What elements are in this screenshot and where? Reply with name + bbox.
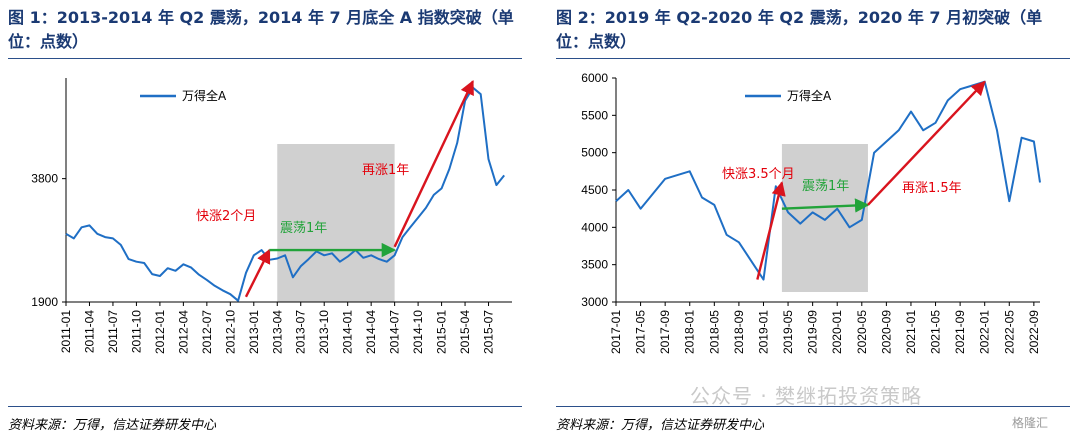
x-tick-label: 2013-04 bbox=[270, 310, 284, 354]
x-tick-label: 2011-01 bbox=[59, 310, 73, 353]
x-tick-label: 2019-09 bbox=[806, 310, 820, 354]
y-tick-label: 6000 bbox=[581, 71, 608, 85]
x-tick-label: 2014-01 bbox=[341, 310, 355, 354]
annotation-label: 快涨2个月 bbox=[196, 209, 256, 224]
x-tick-label: 2021-09 bbox=[953, 310, 967, 354]
x-tick-label: 2020-05 bbox=[855, 310, 869, 354]
x-tick-label: 2013-10 bbox=[317, 310, 331, 354]
annotation-label: 再涨1.5年 bbox=[902, 181, 962, 196]
x-tick-label: 2019-05 bbox=[781, 310, 795, 354]
x-tick-label: 2018-01 bbox=[683, 310, 697, 354]
x-tick-label: 2012-07 bbox=[200, 310, 214, 354]
chart-2-title: 图 2：2019 年 Q2-2020 年 Q2 震荡，2020 年 7 月初突破… bbox=[556, 8, 1043, 51]
y-tick-label: 5000 bbox=[581, 146, 608, 160]
annotation-label: 快涨3.5个月 bbox=[722, 167, 795, 182]
x-tick-label: 2018-09 bbox=[732, 310, 746, 354]
y-tick-label: 3500 bbox=[581, 258, 608, 272]
x-tick-label: 2013-01 bbox=[247, 310, 261, 354]
annotation-arrow bbox=[244, 248, 271, 298]
x-tick-label: 2011-04 bbox=[82, 310, 96, 353]
x-tick-label: 2017-01 bbox=[609, 310, 623, 354]
annotation-label: 震荡1年 bbox=[280, 221, 327, 236]
chart-2-top-rule bbox=[556, 58, 1070, 59]
chart-1-bottom-rule bbox=[8, 406, 522, 407]
legend-label: 万得全A bbox=[787, 88, 832, 103]
watermark-text: 公众号 · 樊继拓投资策略 bbox=[690, 384, 923, 408]
chart-2: 3000 3500 4000 4500 5000 5500 6000 2017-01 2017-… bbox=[581, 71, 1041, 354]
x-tick-label: 2014-04 bbox=[364, 310, 378, 354]
annotation-label: 再涨1年 bbox=[362, 163, 409, 178]
y-tick-label: 1900 bbox=[31, 295, 58, 309]
x-tick-label: 2012-01 bbox=[153, 310, 167, 354]
y-tick-label: 3000 bbox=[581, 295, 608, 309]
x-tick-label: 2014-07 bbox=[388, 310, 402, 354]
chart-1-top-rule bbox=[8, 58, 522, 59]
x-tick-label: 2015-01 bbox=[435, 310, 449, 354]
x-tick-label: 2022-09 bbox=[1027, 310, 1041, 354]
legend-label: 万得全A bbox=[182, 88, 227, 103]
x-tick-label: 2015-07 bbox=[482, 310, 496, 354]
shaded-span bbox=[781, 144, 868, 292]
watermark-logo: 格隆汇 bbox=[1012, 416, 1049, 430]
chart-2-bottom-rule bbox=[556, 406, 1070, 407]
x-tick-label: 2020-01 bbox=[830, 310, 844, 354]
y-tick-label: 3800 bbox=[31, 172, 58, 186]
chart-1-title: 图 1：2013-2014 年 Q2 震荡，2014 年 7 月底全 A 指数突… bbox=[8, 8, 514, 51]
x-tick-label: 2021-05 bbox=[929, 310, 943, 354]
x-tick-label: 2017-09 bbox=[658, 310, 672, 354]
x-tick-label: 2019-01 bbox=[756, 310, 770, 354]
x-tick-label: 2012-04 bbox=[176, 310, 190, 354]
x-tick-label: 2017-05 bbox=[634, 310, 648, 354]
annotation-arrow bbox=[867, 80, 986, 206]
chart-1: 1900 3800 2011-01 2011-04 2011-07 2011-10 2012… bbox=[31, 78, 512, 354]
x-tick-label: 2022-05 bbox=[1002, 310, 1016, 354]
chart-2-source: 资料来源：万得，信达证券研发中心 bbox=[556, 418, 765, 433]
x-tick-label: 2022-01 bbox=[978, 310, 992, 354]
x-tick-label: 2021-01 bbox=[904, 310, 918, 354]
y-tick-label: 4500 bbox=[581, 183, 608, 197]
annotation-arrow bbox=[756, 181, 786, 280]
annotation-arrow bbox=[781, 198, 870, 213]
x-tick-label: 2015-04 bbox=[458, 310, 472, 354]
x-tick-label: 2013-07 bbox=[294, 310, 308, 354]
annotation-arrow bbox=[393, 79, 474, 248]
y-tick-label: 4000 bbox=[581, 220, 608, 234]
shaded-span bbox=[277, 144, 395, 302]
x-tick-label: 2018-05 bbox=[707, 310, 721, 354]
chart-1-source: 资料来源：万得，信达证券研发中心 bbox=[8, 418, 217, 433]
x-tick-label: 2011-10 bbox=[129, 310, 143, 353]
y-tick-label: 5500 bbox=[581, 108, 608, 122]
annotation-label: 震荡1年 bbox=[802, 179, 849, 194]
x-tick-label: 2012-10 bbox=[223, 310, 237, 354]
x-tick-label: 2014-10 bbox=[411, 310, 425, 354]
x-tick-label: 2011-07 bbox=[106, 310, 120, 353]
x-tick-label: 2020-09 bbox=[879, 310, 893, 354]
series-line bbox=[65, 86, 505, 302]
